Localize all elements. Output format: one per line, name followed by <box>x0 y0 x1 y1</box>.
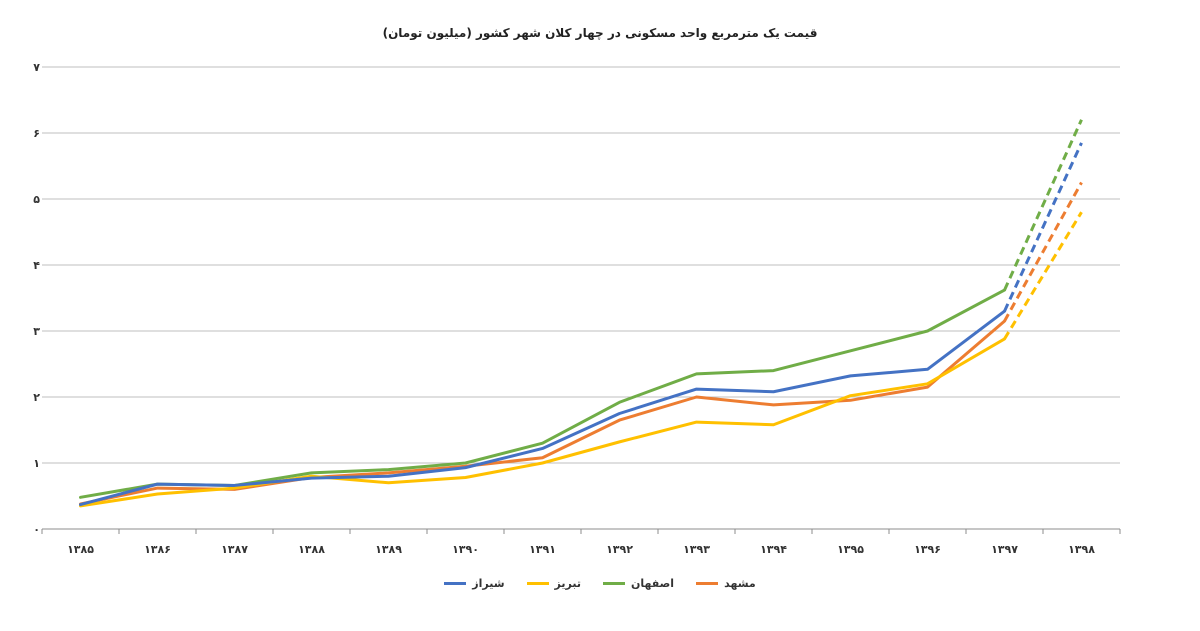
legend-swatch <box>696 582 719 585</box>
x-tick-label: ۱۳۸۹ <box>375 543 402 556</box>
series-forecast-segment-2 <box>1003 211 1083 340</box>
axes <box>41 528 1121 534</box>
y-tick-label: ۳ <box>33 325 40 338</box>
series-lines <box>79 119 1083 508</box>
series-line-3 <box>79 309 1006 507</box>
x-tick-label: ۱۳۹۸ <box>1068 543 1095 556</box>
series-line-2 <box>79 337 1006 508</box>
series-forecast-segment-3 <box>1003 142 1083 312</box>
x-tick-label: ۱۳۹۵ <box>837 543 864 556</box>
y-tick-label: ۷ <box>33 61 40 74</box>
x-tick-label: ۱۳۸۸ <box>298 543 325 556</box>
x-tick-label: ۱۳۸۶ <box>144 543 171 556</box>
y-tick-label: ۶ <box>33 127 40 140</box>
x-tick-label: ۱۳۹۳ <box>683 543 710 556</box>
x-tick-label: ۱۳۸۵ <box>67 543 94 556</box>
x-tick-label: ۱۳۹۱ <box>529 543 556 556</box>
x-tick-label: ۱۳۹۲ <box>606 543 633 556</box>
x-tick-label: ۱۳۹۶ <box>914 543 941 556</box>
tick-labels: ۰ ۱ ۲ ۳ ۴ ۵ ۶ ۷ ۱۳۸۵ ۱۳۸۶ ۱۳۸۷ ۱۳۸۸ ۱۳۸۹ ۱۳۹۰ ۱۳۹۱ ۱۳۹۲… <box>33 61 1095 556</box>
legend-swatch <box>602 582 625 585</box>
legend-item: تبریز <box>526 577 581 590</box>
y-tick-label: ۵ <box>33 193 40 206</box>
x-tick-label: ۱۳۹۷ <box>991 543 1018 556</box>
x-tick-label: ۱۳۹۰ <box>452 543 479 556</box>
legend-label: اصفهان <box>630 577 675 590</box>
y-tick-label: ۰ <box>33 523 40 536</box>
legend-item: اصفهان <box>602 577 675 590</box>
legend-item: شیراز <box>444 577 505 590</box>
legend: مشهد اصفهان تبریز شیراز <box>0 577 1200 590</box>
x-tick-label: ۱۳۸۷ <box>221 543 248 556</box>
gridlines <box>42 66 1120 464</box>
y-tick-label: ۲ <box>33 391 40 404</box>
y-tick-label: ۴ <box>33 259 40 272</box>
series-line-0 <box>79 319 1006 506</box>
series-forecast-segment-1 <box>1003 119 1083 291</box>
legend-label: مشهد <box>724 577 756 590</box>
chart-title: قیمت یک مترمربع واحد مسکونی در چهار کلان… <box>382 26 818 40</box>
series-forecast-segment-0 <box>1003 181 1083 322</box>
legend-label: تبریز <box>554 577 581 590</box>
y-tick-label: ۱ <box>33 457 40 470</box>
legend-swatch <box>444 582 467 585</box>
legend-swatch <box>526 582 549 585</box>
legend-label: شیراز <box>472 577 505 590</box>
x-tick-label: ۱۳۹۴ <box>760 543 787 556</box>
legend-item: مشهد <box>696 577 756 590</box>
